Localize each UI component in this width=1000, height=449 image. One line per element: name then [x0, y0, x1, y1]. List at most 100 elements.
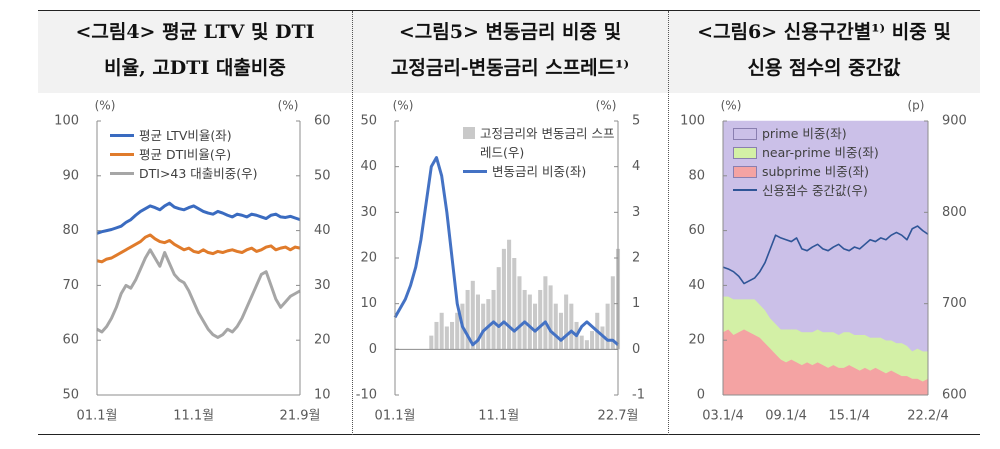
bar: [584, 340, 589, 350]
bar: [512, 258, 517, 350]
y2-unit: (%): [596, 99, 617, 113]
bar: [439, 312, 444, 350]
y2-tick-label: 700: [942, 296, 967, 311]
y2-tick-label: 1: [632, 296, 640, 311]
x-tick-label: 11.1월: [478, 409, 519, 424]
bar: [501, 248, 506, 350]
y2-tick-label: -1: [632, 388, 645, 403]
y-tick-label: 50: [62, 388, 79, 403]
bar: [481, 303, 486, 350]
line-series: [96, 201, 301, 235]
bar: [507, 239, 512, 350]
y2-tick-label: 10: [314, 388, 331, 403]
y-tick-label: 0: [697, 388, 705, 403]
legend-swatch: [463, 170, 487, 173]
y2-tick-label: 900: [942, 114, 967, 129]
line-series: [722, 225, 929, 285]
legend-label: 평균 DTI비율(우): [139, 147, 232, 162]
y-tick-label: 30: [360, 205, 377, 220]
bar: [564, 294, 569, 350]
header-band: [38, 11, 980, 93]
legend-entry: 신용점수 중간값(우): [733, 181, 923, 200]
plot: [722, 120, 929, 396]
title-line: 신용 점수의 중간값: [747, 57, 901, 79]
y2-unit: (%): [278, 99, 299, 113]
x-tick-label: 09.1/4: [765, 409, 807, 424]
line-series: [96, 248, 301, 339]
bar: [527, 294, 532, 350]
bar: [465, 289, 470, 350]
legend-label: prime 비중(좌): [762, 126, 847, 141]
x-tick-label: 01.1월: [77, 409, 118, 424]
line-series: [96, 233, 301, 264]
y-tick-label: 20: [688, 333, 705, 348]
title-line: <그림4> 평균 LTV 및 DTI: [75, 21, 315, 43]
y-tick-label: 100: [54, 114, 79, 129]
chart-title: <그림5> 변동금리 비중 및 고정금리-변동금리 스프레드¹⁾: [352, 14, 668, 86]
y-tick-label: 80: [688, 168, 705, 183]
legend: prime 비중(좌) near-prime 비중(좌) subprime 비중(좌…: [733, 124, 923, 200]
legend-swatch: [733, 147, 757, 159]
y-unit: (%): [721, 99, 742, 113]
y2-tick-label: 3: [632, 205, 640, 220]
chart-title: <그림4> 평균 LTV 및 DTI 비율, 고DTI 대출비중: [38, 14, 352, 86]
legend-swatch: [733, 189, 757, 191]
y-tick-label: 20: [360, 251, 377, 266]
bar: [491, 289, 496, 350]
legend-entry: subprime 비중(좌): [733, 162, 923, 181]
y2-tick-label: 40: [314, 223, 331, 238]
y2-tick-label: 600: [942, 388, 967, 403]
legend-label: subprime 비중(좌): [762, 164, 870, 179]
legend-entry: prime 비중(좌): [733, 124, 923, 143]
legend-label: near-prime 비중(좌): [762, 145, 879, 160]
y2-tick-label: 30: [314, 278, 331, 293]
top-rule: [38, 10, 980, 11]
bar: [450, 321, 455, 350]
y-tick-label: 90: [62, 168, 79, 183]
bar: [496, 267, 501, 350]
y2-tick-label: 2: [632, 251, 640, 266]
y-unit: (%): [95, 99, 116, 113]
y2-tick-label: 0: [632, 342, 640, 357]
y-tick-label: 40: [360, 159, 377, 174]
legend-entry: near-prime 비중(좌): [733, 143, 923, 162]
legend-entry: 고정금리와 변동금리 스프레드(우): [463, 124, 618, 162]
y-tick-label: 60: [688, 223, 705, 238]
legend-label: 변동금리 비중(좌): [492, 164, 587, 179]
y-tick-label: 40: [688, 278, 705, 293]
legend-swatch: [463, 127, 475, 139]
y-tick-label: 60: [62, 333, 79, 348]
legend-entry: DTI>43 대출비중(우): [110, 164, 295, 183]
y-tick-label: 10: [360, 296, 377, 311]
legend: 고정금리와 변동금리 스프레드(우) 변동금리 비중(좌): [463, 124, 618, 181]
x-tick-label: 11.1월: [173, 409, 214, 424]
x-tick-label: 21.9월: [280, 409, 321, 424]
bottom-rule: [38, 434, 980, 435]
y2-tick-label: 60: [314, 114, 331, 129]
legend-label: 고정금리와 변동금리 스프레드(우): [480, 126, 615, 160]
title-line: <그림5> 변동금리 비중 및: [398, 21, 622, 43]
title-line: 비율, 고DTI 대출비중: [104, 57, 286, 79]
bar: [444, 326, 449, 350]
legend-swatch: [733, 128, 757, 140]
x-tick-label: 22.2/4: [907, 409, 949, 424]
separator: [352, 11, 353, 435]
y-unit: (%): [393, 99, 414, 113]
bar: [590, 331, 595, 350]
legend-swatch: [110, 134, 134, 137]
y-tick-label: 70: [62, 278, 79, 293]
bar: [548, 285, 553, 350]
line-series: [393, 156, 619, 347]
legend-swatch: [110, 172, 134, 175]
bar: [517, 276, 522, 350]
bar: [538, 289, 543, 350]
bar: [543, 276, 548, 350]
plot: [393, 156, 621, 350]
legend-swatch: [733, 166, 757, 178]
y-tick-label: 50: [360, 114, 377, 129]
y-tick-label: 80: [62, 223, 79, 238]
legend-label: 신용점수 중간값(우): [762, 183, 868, 198]
y2-tick-label: 4: [632, 159, 640, 174]
